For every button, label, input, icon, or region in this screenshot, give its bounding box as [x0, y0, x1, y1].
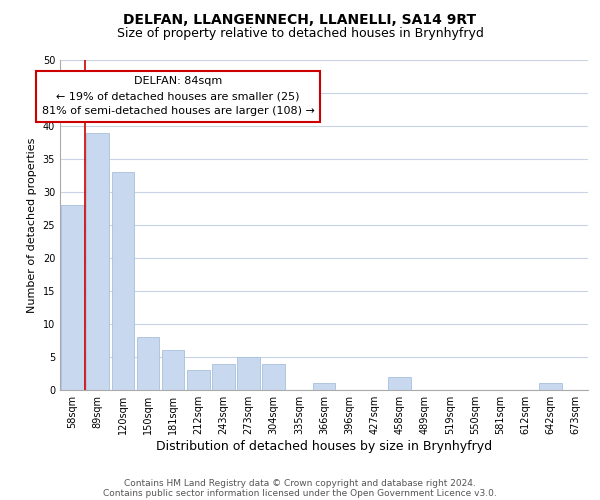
Text: Contains HM Land Registry data © Crown copyright and database right 2024.: Contains HM Land Registry data © Crown c…	[124, 478, 476, 488]
Bar	[86, 132, 109, 390]
Bar	[187, 370, 209, 390]
Bar	[61, 205, 84, 390]
Bar	[313, 384, 335, 390]
Text: DELFAN: 84sqm
← 19% of detached houses are smaller (25)
81% of semi-detached hou: DELFAN: 84sqm ← 19% of detached houses a…	[42, 76, 314, 116]
Bar	[237, 357, 260, 390]
X-axis label: Distribution of detached houses by size in Brynhyfryd: Distribution of detached houses by size …	[156, 440, 492, 453]
Bar	[162, 350, 184, 390]
Bar	[112, 172, 134, 390]
Text: Size of property relative to detached houses in Brynhyfryd: Size of property relative to detached ho…	[116, 28, 484, 40]
Bar	[388, 377, 411, 390]
Text: Contains public sector information licensed under the Open Government Licence v3: Contains public sector information licen…	[103, 488, 497, 498]
Text: DELFAN, LLANGENNECH, LLANELLI, SA14 9RT: DELFAN, LLANGENNECH, LLANELLI, SA14 9RT	[124, 12, 476, 26]
Y-axis label: Number of detached properties: Number of detached properties	[27, 138, 37, 312]
Bar	[137, 337, 160, 390]
Bar	[262, 364, 285, 390]
Bar	[539, 384, 562, 390]
Bar	[212, 364, 235, 390]
